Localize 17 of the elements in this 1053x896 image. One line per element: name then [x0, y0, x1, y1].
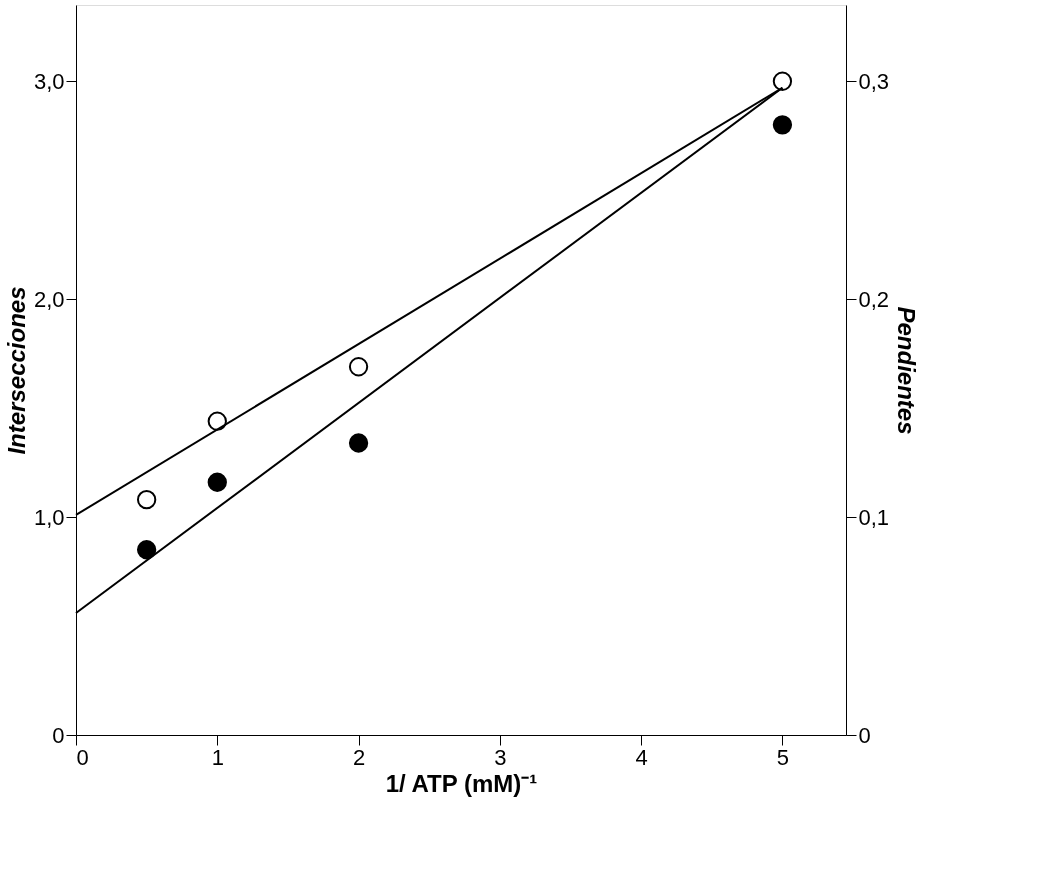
- y2-tick-label: 0,3: [858, 68, 890, 94]
- x-tick-label: 2: [352, 744, 366, 770]
- y2-tick-label: 0,2: [858, 286, 890, 312]
- x-tick-label: 3: [494, 744, 507, 770]
- y-axis-title: Intersecciones: [2, 286, 30, 455]
- y-tick-label: 0: [52, 722, 65, 748]
- y2-tick-label: 0: [858, 722, 871, 748]
- y-tick-label: 1,0: [33, 504, 65, 530]
- y2-tick-label: 0,1: [858, 504, 890, 530]
- x-tick-label: 0: [76, 744, 89, 770]
- x-axis-title: 1/ ATP (mM)⁻¹: [385, 769, 538, 797]
- x-tick-label: 1: [211, 744, 224, 770]
- y2-axis-title: Pendientes: [893, 306, 921, 435]
- y-tick-label: 3,0: [33, 68, 65, 94]
- y-tick-label: 2,0: [33, 286, 65, 312]
- x-tick-label: 4: [635, 744, 648, 770]
- x-tick-label: 5: [776, 744, 790, 770]
